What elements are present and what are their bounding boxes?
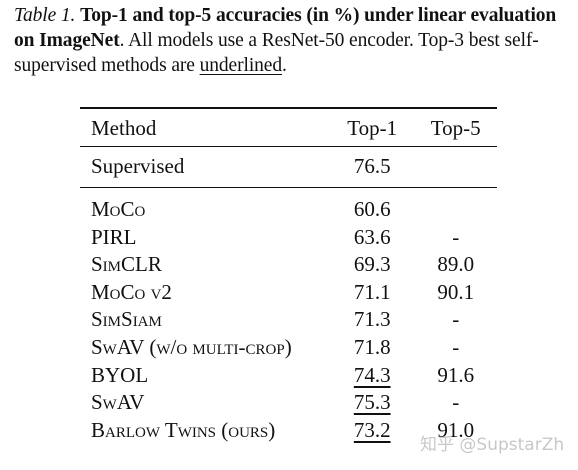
top1-cell: 63.6: [353, 224, 391, 249]
top5-cell: 91.6: [437, 362, 475, 387]
caption-label: Table 1.: [14, 5, 76, 26]
method-cell: Supervised: [91, 154, 185, 178]
method-cell: MoCo: [91, 197, 146, 221]
top5-cell: -: [452, 334, 460, 359]
top1-cell: 71.3: [353, 307, 391, 332]
table-row: SimSiam 71.3 -: [80, 306, 497, 334]
header-top5: Top-5: [430, 116, 481, 140]
top1-cell: 76.5: [353, 154, 391, 178]
top1-cell-underlined: 74.3: [353, 362, 391, 387]
header-row: Method Top-1 Top-5: [80, 108, 497, 147]
caption-bold-title: Top-1 and top-5 accuracies (in %) under …: [14, 5, 557, 51]
results-table: Method Top-1 Top-5 Supervised 76.5 MoCo …: [80, 107, 497, 446]
watermark: 知乎 @SupstarZh: [420, 435, 565, 455]
method-cell: SwAV: [91, 390, 145, 415]
table-row: Barlow Twins (ours) 73.2 91.0: [80, 417, 497, 447]
method-cell: Barlow Twins (ours): [91, 417, 276, 442]
top1-cell: 71.8: [353, 334, 391, 359]
table-row-supervised: Supervised 76.5: [80, 147, 497, 188]
top5-cell: [414, 147, 497, 188]
top5-cell: 89.0: [437, 252, 475, 277]
method-cell: PIRL: [91, 224, 137, 249]
table-row: PIRL 63.6 -: [80, 224, 497, 252]
table-row: MoCo v2 71.1 90.1: [80, 279, 497, 307]
header-method: Method: [91, 116, 157, 140]
top1-cell: 60.6: [353, 197, 391, 221]
method-cell: SwAV (w/o multi-crop): [91, 334, 292, 359]
top5-cell: -: [452, 224, 460, 249]
table-row: MoCo 60.6: [80, 188, 497, 224]
top5-cell: -: [452, 307, 460, 332]
top1-cell: 71.1: [353, 279, 391, 304]
top1-cell-underlined: 75.3: [353, 390, 391, 415]
top5-cell: 90.1: [437, 279, 475, 304]
top5-cell: -: [452, 390, 460, 415]
top1-cell-underlined: 73.2: [353, 417, 391, 442]
top5-cell: 91.0: [437, 417, 475, 442]
caption-underlined-word: underlined: [199, 55, 282, 76]
method-cell: BYOL: [91, 362, 149, 387]
table-row: SwAV (w/o multi-crop) 71.8 -: [80, 334, 497, 362]
method-cell: MoCo v2: [91, 279, 172, 304]
caption-text: . All models use a ResNet-50 encoder. To…: [14, 30, 539, 76]
top1-cell: 69.3: [353, 252, 391, 277]
method-cell: SimCLR: [91, 252, 162, 277]
table-row: SwAV 75.3 -: [80, 389, 497, 417]
table-row: SimCLR 69.3 89.0: [80, 251, 497, 279]
table-caption: Table 1. Top-1 and top-5 accuracies (in …: [14, 3, 574, 78]
top5-cell: [414, 188, 497, 224]
header-top1: Top-1: [347, 116, 398, 140]
table-row: BYOL 74.3 91.6: [80, 362, 497, 390]
method-cell: SimSiam: [91, 307, 162, 332]
caption-end: .: [282, 55, 287, 76]
